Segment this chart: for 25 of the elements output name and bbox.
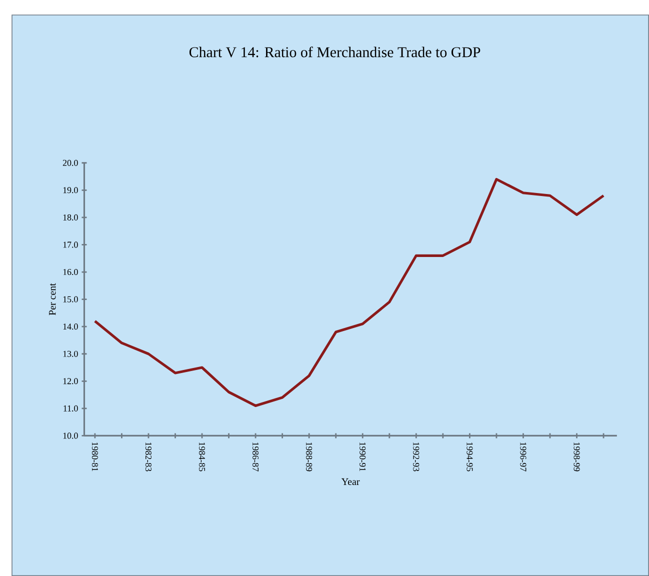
x-tick-label: 1986-87 [252, 442, 259, 472]
x-tick-label: 1984-85 [198, 442, 206, 472]
y-tick-label: 10.0 [63, 432, 78, 439]
x-tick-label: 1998-99 [574, 442, 580, 472]
x-tick-label: 1980-81 [92, 442, 98, 472]
line-series [94, 178, 605, 407]
y-tick-label: 13.0 [63, 350, 78, 357]
chart-title: Chart V 14: Ratio of Merchandise Trade to GDP [189, 46, 480, 58]
x-axis-title: Year [342, 478, 360, 486]
x-tick-label: 1982-83 [145, 442, 152, 472]
x-tick-label: 1996-97 [520, 442, 526, 472]
y-tick-label: 16.0 [63, 268, 78, 276]
x-tick-label: 1988-89 [306, 442, 312, 472]
y-tick-label: 15.0 [63, 296, 78, 302]
y-tick-label: 14.0 [63, 324, 78, 330]
y-tick-label: 18.0 [63, 214, 78, 220]
y-tick-label: 11.0 [64, 405, 78, 412]
y-tick-label: 12.0 [63, 378, 78, 384]
x-tick-label: 1990-91 [360, 442, 366, 472]
y-tick-label: 17.0 [63, 242, 78, 248]
x-tick-label: 1992-93 [413, 442, 420, 472]
y-tick-label: 20.0 [62, 160, 78, 166]
y-axis-title: Per cent [49, 283, 56, 316]
x-tick-label: 1994-95 [466, 442, 473, 472]
y-tick-label: 19.0 [63, 187, 78, 194]
